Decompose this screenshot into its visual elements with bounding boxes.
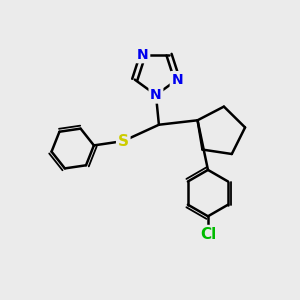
Text: N: N [150, 88, 162, 102]
Text: S: S [118, 134, 129, 148]
Text: N: N [171, 73, 183, 87]
Text: N: N [137, 48, 149, 62]
Text: Cl: Cl [200, 226, 216, 242]
